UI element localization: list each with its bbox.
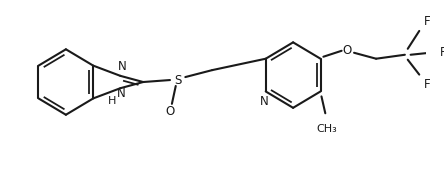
Text: CH₃: CH₃ xyxy=(317,124,337,134)
Text: S: S xyxy=(174,74,181,87)
Text: F: F xyxy=(424,14,430,28)
Text: N: N xyxy=(259,95,268,108)
Text: O: O xyxy=(165,105,174,118)
Text: O: O xyxy=(343,44,352,57)
Text: F: F xyxy=(424,78,430,91)
Text: N: N xyxy=(118,60,127,73)
Text: H: H xyxy=(107,96,116,106)
Text: F: F xyxy=(440,46,444,59)
Text: N: N xyxy=(117,87,126,100)
